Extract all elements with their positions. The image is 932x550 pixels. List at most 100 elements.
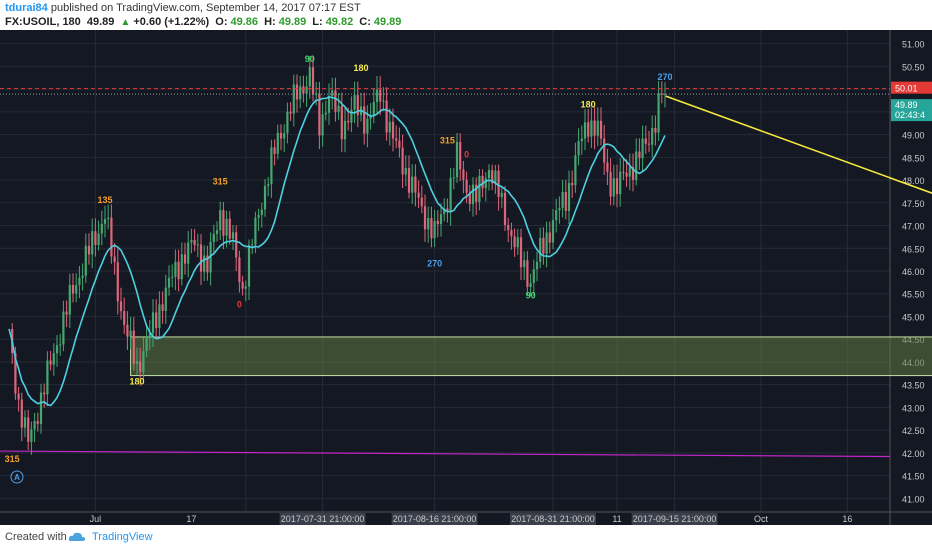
candle-body (423, 206, 427, 230)
candle-body (126, 324, 129, 337)
last-price: 49.89 (86, 16, 115, 28)
x-tick-label: Oct (754, 514, 769, 524)
x-tick-label: Jul (90, 514, 102, 524)
candle-body (203, 255, 206, 272)
candle-body (436, 220, 439, 225)
candle-body (375, 89, 379, 102)
candle-body (14, 353, 17, 394)
cycle-label: 0 (464, 149, 469, 159)
candle-body (347, 120, 350, 123)
currency-badge-icon[interactable] (10, 470, 24, 484)
symbol-label[interactable]: FX:USOIL, 180 (5, 16, 81, 28)
candle-body (644, 138, 647, 144)
candle-body (590, 120, 593, 137)
up-arrow-icon: ▲ (120, 17, 131, 28)
candle-body (583, 122, 587, 139)
candle-body (574, 155, 577, 186)
candle-body (635, 151, 638, 180)
x-tick-label: 17 (186, 514, 196, 524)
candle-body (59, 344, 62, 346)
candle-body (273, 147, 276, 154)
candle-body (657, 93, 660, 133)
projection-arrow[interactable] (665, 95, 932, 335)
candle-body (318, 93, 321, 136)
chart-area[interactable]: 41.0041.5042.0042.5043.0043.5044.0044.50… (0, 30, 932, 525)
candle-body (331, 90, 334, 96)
candle-body (238, 257, 241, 282)
support-line[interactable] (0, 450, 891, 458)
candle-body (631, 166, 635, 180)
candle-body (84, 245, 87, 276)
candle-body (267, 184, 270, 186)
candle-body (548, 232, 551, 243)
candle-body (260, 209, 263, 215)
y-tick-label: 46.00 (902, 267, 925, 277)
candle-body (75, 284, 78, 294)
candle-body (571, 182, 574, 186)
candle-body (119, 301, 123, 312)
y-tick-label: 43.00 (902, 403, 925, 413)
y-tick-label: 41.00 (902, 494, 925, 504)
candle-body (177, 261, 180, 280)
cycle-label: 315 (213, 177, 228, 187)
y-tick-label: 42.00 (902, 449, 925, 459)
candle-body (475, 184, 478, 202)
candle-body (283, 133, 286, 139)
x-tick-label: 2017-09-15 21:00:00 (633, 514, 717, 524)
candle-body (427, 218, 430, 230)
x-tick-label: 11 (612, 514, 621, 524)
candle-body (94, 231, 97, 246)
candle-body (286, 111, 289, 134)
candle-body (20, 399, 23, 428)
candle-body (139, 361, 142, 373)
candle-body (564, 191, 567, 211)
candle-body (324, 112, 327, 115)
y-tick-label: 45.00 (902, 312, 925, 322)
candle-body (561, 191, 564, 209)
cycle-label: 90 (305, 54, 315, 64)
candle-body (651, 127, 654, 145)
candle-body (129, 330, 132, 337)
y-tick-label: 49.00 (902, 131, 925, 141)
target-zone-box[interactable] (130, 336, 932, 377)
candle-body (36, 420, 39, 424)
price-chart[interactable]: 41.0041.5042.0042.5043.0043.5044.0044.50… (0, 30, 932, 525)
candle-body (529, 282, 532, 287)
candle-body (251, 244, 254, 246)
candle-body (539, 237, 542, 262)
cycle-label: 270 (657, 72, 672, 82)
candle-body (270, 147, 273, 185)
candle-body (577, 141, 580, 156)
y-tick-label: 46.50 (902, 244, 925, 254)
candle-body (71, 284, 75, 294)
y-tick-label: 41.50 (902, 472, 925, 482)
candle-body (535, 261, 539, 270)
low-label: L: (312, 16, 323, 28)
candle-body (46, 360, 49, 395)
candle-body (100, 223, 103, 234)
candle-body (91, 231, 94, 255)
candle-body (404, 168, 407, 175)
candle-body (321, 114, 324, 136)
x-tick-label: 2017-07-31 21:00:00 (281, 514, 365, 524)
candle-body (167, 277, 171, 288)
x-axis-highlight (391, 513, 478, 525)
candle-body (497, 170, 500, 198)
author-link[interactable]: tdurai84 (5, 2, 48, 14)
candle-body (295, 84, 299, 100)
candle-body (363, 106, 366, 134)
candle-body (315, 93, 318, 95)
candle-body (55, 345, 59, 354)
tradingview-logo-text[interactable]: TradingView (92, 531, 153, 543)
chart-background (0, 30, 932, 525)
candle-body (401, 147, 404, 175)
cycle-label: 315 (440, 136, 455, 146)
candle-body (231, 232, 235, 239)
open-value: 49.86 (230, 16, 259, 28)
created-with-label: Created with (5, 531, 67, 543)
candle-body (484, 178, 487, 189)
candle-body (180, 254, 183, 280)
candle-body (452, 177, 455, 179)
candle-body (107, 217, 110, 219)
candle-body (215, 230, 219, 234)
